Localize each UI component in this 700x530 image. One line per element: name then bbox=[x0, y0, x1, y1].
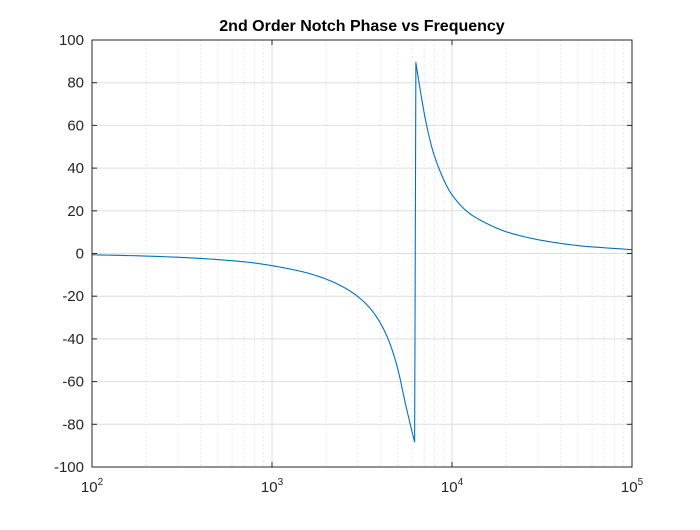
y-tick-label: 80 bbox=[67, 75, 84, 92]
series-layer bbox=[91, 61, 633, 443]
x-tick-label: 104 bbox=[441, 477, 464, 496]
grid-lines bbox=[92, 40, 632, 467]
x-tick-label-exponent: 5 bbox=[638, 477, 644, 488]
y-tick-label: -80 bbox=[62, 416, 84, 433]
y-tick-label: -40 bbox=[62, 331, 84, 348]
y-tick-label: 100 bbox=[59, 32, 84, 49]
chart-title: 2nd Order Notch Phase vs Frequency bbox=[219, 18, 505, 35]
x-tick-label-base: 10 bbox=[621, 479, 638, 496]
phase-series-line bbox=[91, 61, 633, 443]
axes bbox=[91, 39, 633, 468]
x-tick-label-exponent: 2 bbox=[98, 477, 104, 488]
x-tick-label: 102 bbox=[81, 477, 104, 496]
y-tick-label: 0 bbox=[76, 246, 84, 263]
y-tick-label: -100 bbox=[54, 459, 84, 476]
x-tick-label: 105 bbox=[621, 477, 644, 496]
x-tick-label-base: 10 bbox=[261, 479, 278, 496]
y-tick-label: -20 bbox=[62, 288, 84, 305]
x-tick-label-base: 10 bbox=[81, 479, 98, 496]
x-tick-label-exponent: 3 bbox=[278, 477, 284, 488]
y-tick-label: 60 bbox=[67, 117, 84, 134]
x-tick-label: 103 bbox=[261, 477, 284, 496]
x-tick-label-base: 10 bbox=[441, 479, 458, 496]
y-tick-label: 20 bbox=[67, 203, 84, 220]
y-tick-label: -60 bbox=[62, 374, 84, 391]
y-tick-label: 40 bbox=[67, 160, 84, 177]
x-tick-label-exponent: 4 bbox=[458, 477, 464, 488]
